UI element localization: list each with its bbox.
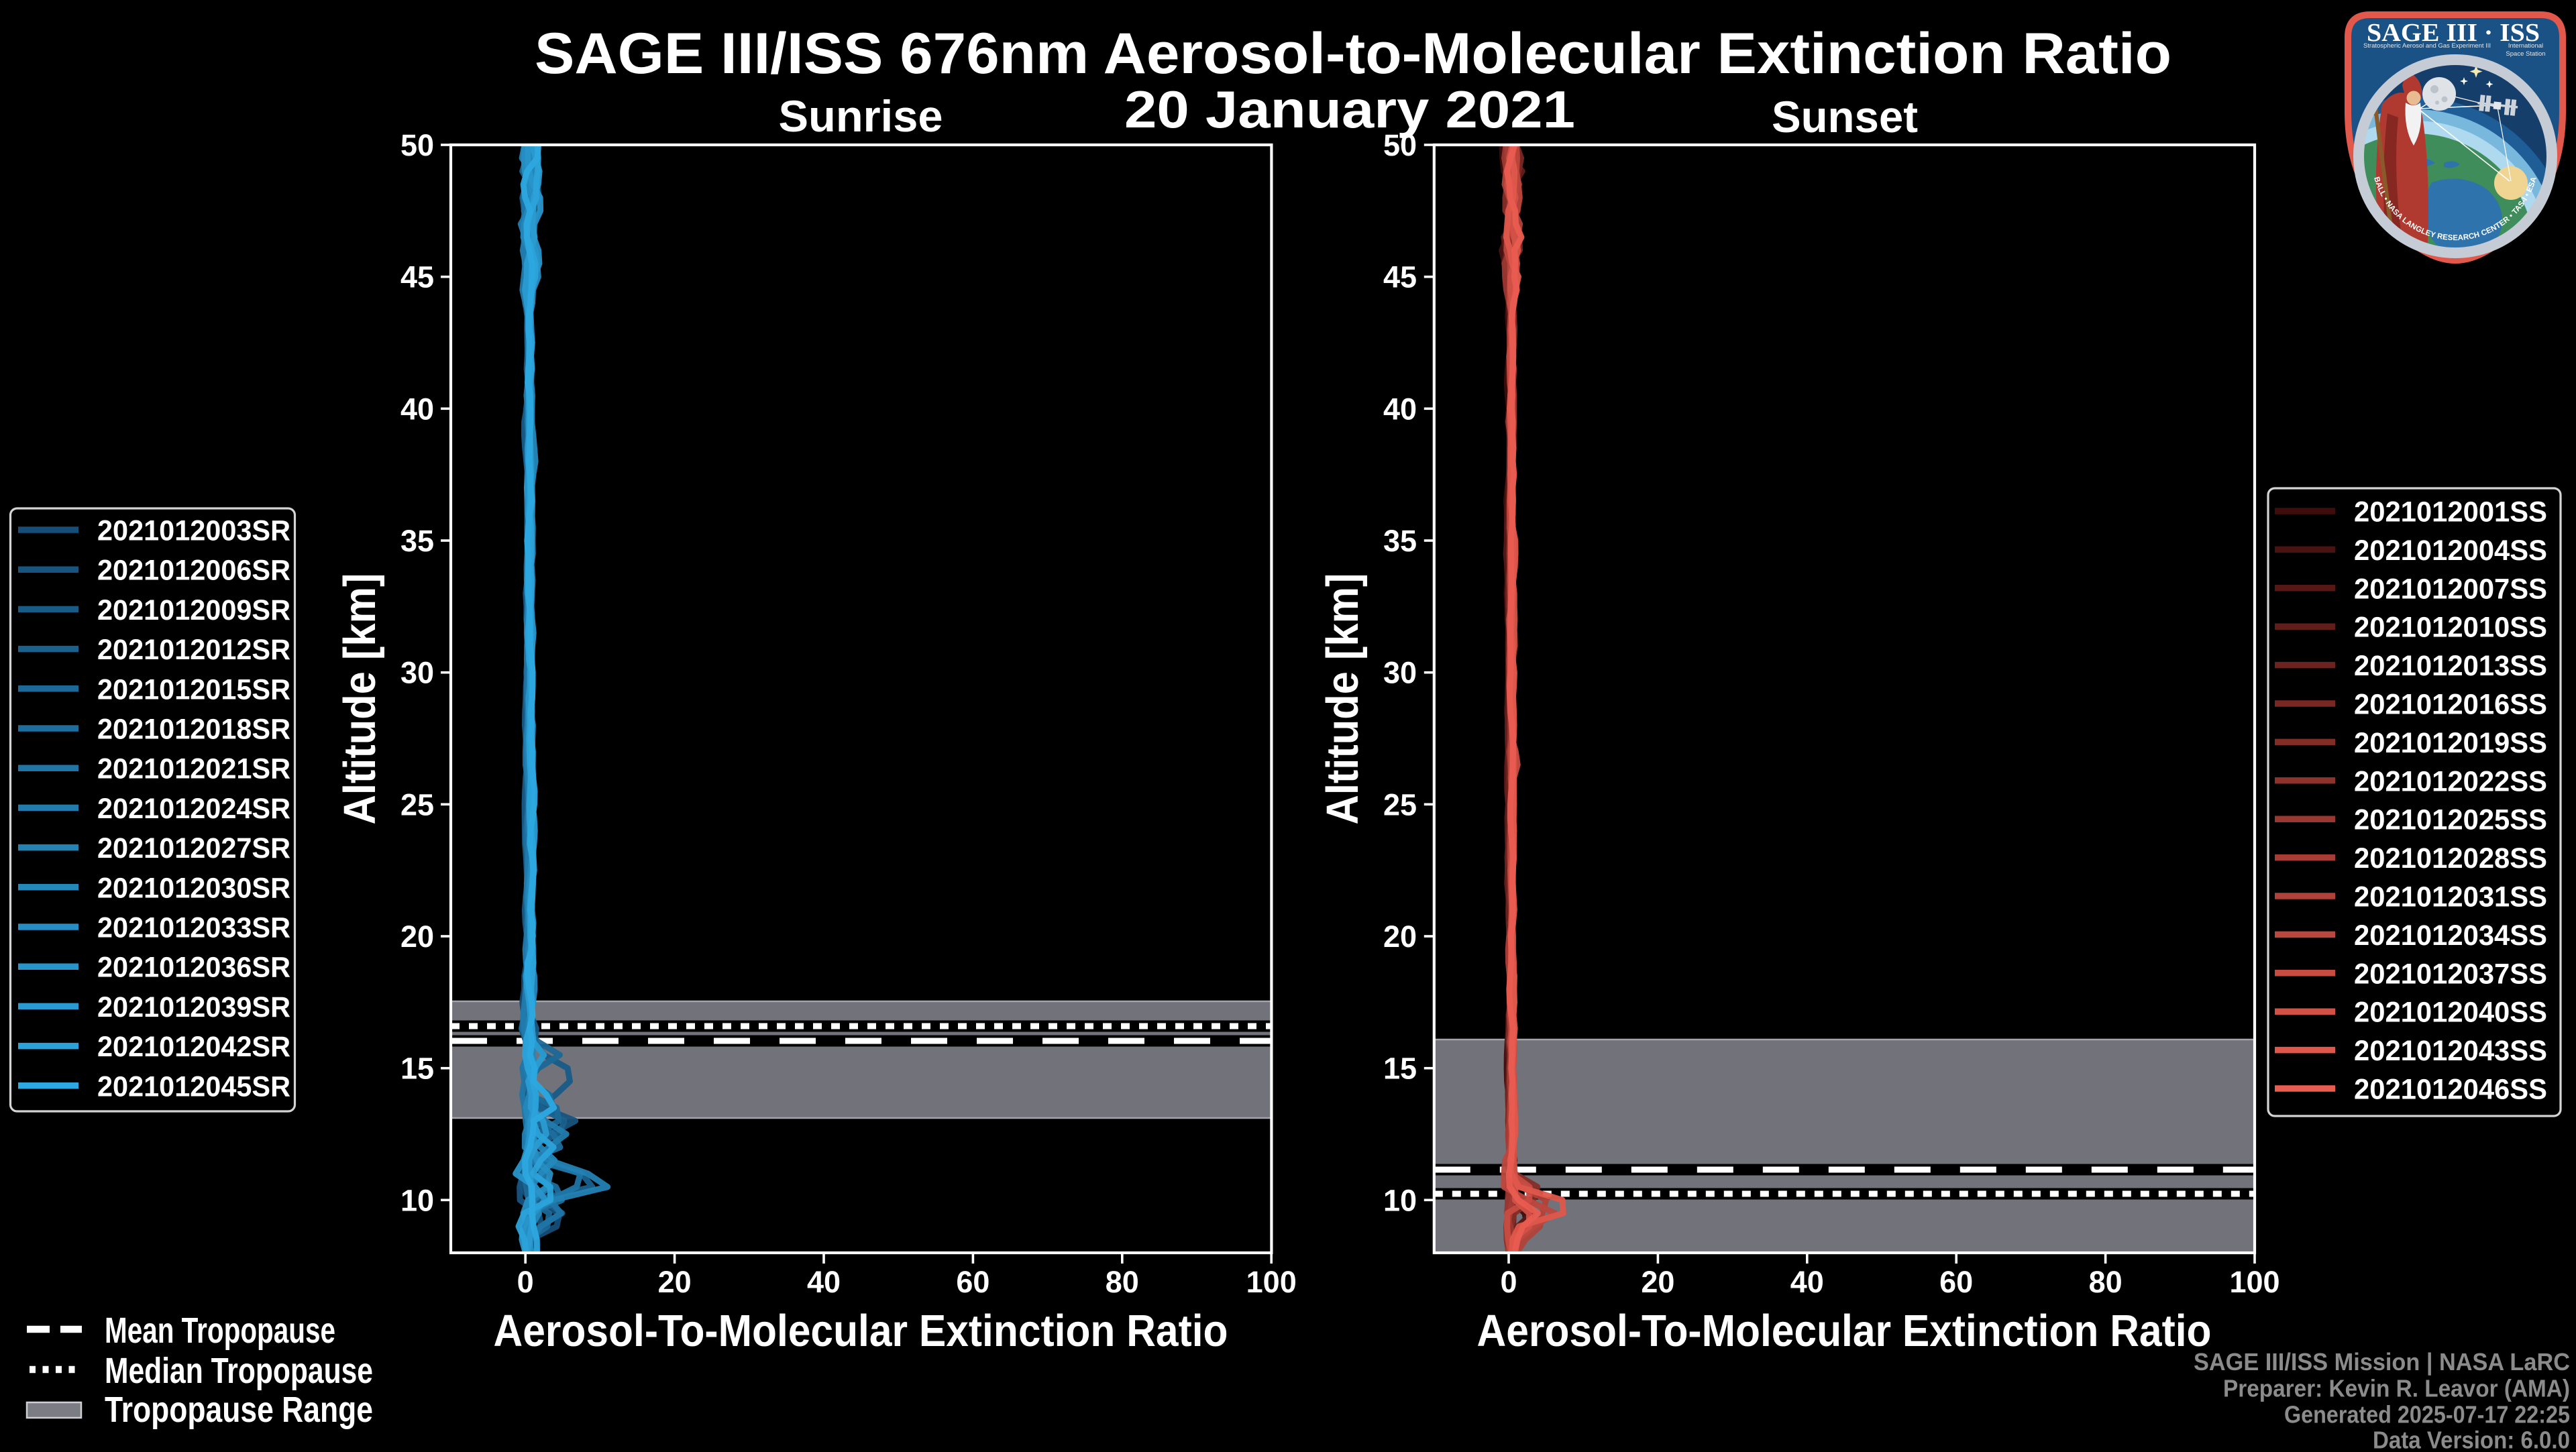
svg-text:2021012013SS: 2021012013SS: [2354, 650, 2547, 682]
svg-text:2021012006SR: 2021012006SR: [97, 555, 290, 587]
svg-text:80: 80: [1106, 1265, 1139, 1299]
svg-text:Altitude [km]: Altitude [km]: [1318, 573, 1368, 825]
svg-text:20: 20: [400, 919, 434, 954]
svg-text:2021012019SS: 2021012019SS: [2354, 727, 2547, 759]
svg-text:50: 50: [1383, 128, 1417, 162]
svg-text:40: 40: [1383, 392, 1417, 426]
svg-text:SAGE III/ISS 676nm Aerosol-to-: SAGE III/ISS 676nm Aerosol-to-Molecular …: [535, 21, 2171, 86]
svg-text:2021012007SS: 2021012007SS: [2354, 573, 2547, 605]
svg-text:2021012037SS: 2021012037SS: [2354, 958, 2547, 990]
svg-text:2021012039SR: 2021012039SR: [97, 991, 290, 1023]
svg-text:2021012042SR: 2021012042SR: [97, 1031, 290, 1063]
svg-text:2021012034SS: 2021012034SS: [2354, 919, 2547, 952]
svg-text:15: 15: [400, 1052, 434, 1086]
svg-text:50: 50: [400, 128, 434, 162]
svg-text:Aerosol-To-Molecular Extinctio: Aerosol-To-Molecular Extinction Ratio: [494, 1306, 1228, 1356]
svg-text:SAGE III/ISS Mission | NASA La: SAGE III/ISS Mission | NASA LaRC: [2194, 1348, 2570, 1376]
svg-text:10: 10: [400, 1183, 434, 1217]
svg-text:40: 40: [1790, 1265, 1824, 1299]
svg-text:2021012027SR: 2021012027SR: [97, 832, 290, 864]
svg-text:Aerosol-To-Molecular Extinctio: Aerosol-To-Molecular Extinction Ratio: [1477, 1306, 2212, 1356]
svg-text:Space Station: Space Station: [2506, 50, 2545, 58]
svg-text:45: 45: [400, 260, 434, 294]
svg-text:2021012016SS: 2021012016SS: [2354, 689, 2547, 721]
svg-text:2021012046SS: 2021012046SS: [2354, 1074, 2547, 1106]
svg-text:Sunset: Sunset: [1772, 92, 1918, 142]
svg-text:20 January 2021: 20 January 2021: [1124, 80, 1575, 139]
svg-text:Stratospheric Aerosol and Gas: Stratospheric Aerosol and Gas Experiment…: [2363, 42, 2491, 50]
svg-text:Sunrise: Sunrise: [779, 91, 943, 141]
svg-text:2021012003SR: 2021012003SR: [97, 515, 290, 547]
svg-text:15: 15: [1383, 1052, 1417, 1086]
svg-text:SAGE III · ISS: SAGE III · ISS: [2367, 19, 2540, 47]
svg-text:20: 20: [658, 1265, 692, 1299]
svg-text:20: 20: [1641, 1265, 1674, 1299]
svg-text:20: 20: [1383, 919, 1417, 954]
svg-text:80: 80: [2089, 1265, 2123, 1299]
svg-text:2021012004SS: 2021012004SS: [2354, 535, 2547, 567]
svg-text:Tropopause Range: Tropopause Range: [105, 1390, 373, 1430]
svg-text:2021012036SR: 2021012036SR: [97, 952, 290, 984]
svg-text:2021012015SR: 2021012015SR: [97, 673, 290, 706]
svg-text:2021012040SS: 2021012040SS: [2354, 997, 2547, 1029]
svg-text:60: 60: [1939, 1265, 1973, 1299]
svg-text:35: 35: [1383, 524, 1417, 558]
svg-text:2021012045SR: 2021012045SR: [97, 1070, 290, 1103]
svg-text:2021012024SR: 2021012024SR: [97, 793, 290, 825]
svg-text:International: International: [2508, 42, 2543, 50]
svg-text:25: 25: [1383, 787, 1417, 822]
svg-text:100: 100: [2229, 1265, 2279, 1299]
svg-text:30: 30: [400, 656, 434, 690]
svg-text:Altitude [km]: Altitude [km]: [335, 573, 385, 825]
svg-text:2021012022SS: 2021012022SS: [2354, 765, 2547, 797]
svg-text:0: 0: [517, 1265, 534, 1299]
svg-text:35: 35: [400, 524, 434, 558]
svg-text:0: 0: [1500, 1265, 1517, 1299]
svg-text:100: 100: [1246, 1265, 1297, 1299]
svg-text:2021012043SS: 2021012043SS: [2354, 1035, 2547, 1067]
svg-text:45: 45: [1383, 260, 1417, 294]
svg-text:2021012031SS: 2021012031SS: [2354, 881, 2547, 913]
svg-text:2021012021SR: 2021012021SR: [97, 753, 290, 785]
svg-text:2021012033SR: 2021012033SR: [97, 912, 290, 944]
svg-text:2021012001SS: 2021012001SS: [2354, 496, 2547, 528]
svg-text:2021012025SS: 2021012025SS: [2354, 804, 2547, 836]
svg-text:2021012010SS: 2021012010SS: [2354, 612, 2547, 644]
svg-text:2021012030SR: 2021012030SR: [97, 872, 290, 904]
svg-text:Mean Tropopause: Mean Tropopause: [105, 1310, 335, 1351]
svg-text:10: 10: [1383, 1183, 1417, 1217]
svg-text:40: 40: [807, 1265, 841, 1299]
svg-text:2021012018SR: 2021012018SR: [97, 714, 290, 746]
svg-text:2021012028SS: 2021012028SS: [2354, 842, 2547, 875]
svg-text:Data Version: 6.0.0: Data Version: 6.0.0: [2373, 1427, 2570, 1449]
svg-text:25: 25: [400, 787, 434, 822]
svg-text:Preparer: Kevin R. Leavor (AMA: Preparer: Kevin R. Leavor (AMA): [2223, 1375, 2570, 1402]
svg-text:2021012009SR: 2021012009SR: [97, 594, 290, 626]
svg-text:30: 30: [1383, 656, 1417, 690]
svg-text:2021012012SR: 2021012012SR: [97, 634, 290, 666]
svg-text:40: 40: [400, 392, 434, 426]
svg-text:Median Tropopause: Median Tropopause: [105, 1351, 373, 1391]
svg-text:Generated 2025-07-17 22:25: Generated 2025-07-17 22:25: [2284, 1401, 2570, 1429]
svg-text:60: 60: [956, 1265, 989, 1299]
